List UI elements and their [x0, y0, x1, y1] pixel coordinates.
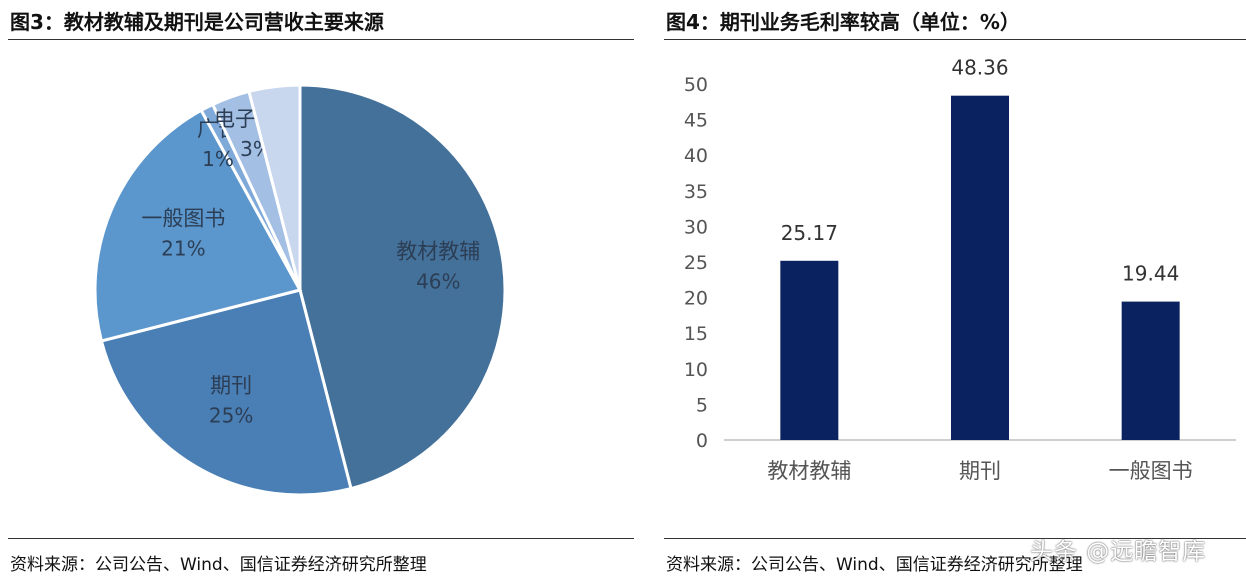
bar-value-label-3: 19.44 — [1122, 262, 1179, 286]
y-tick-label-6: 30 — [684, 216, 708, 238]
pie-slice-percent-2: 25% — [209, 403, 253, 427]
pie-slice-2 — [99, 288, 353, 497]
y-tick-label-10: 50 — [684, 74, 708, 96]
pie-slice-percent-3: 21% — [161, 237, 205, 261]
pie-slice-percent-1: 46% — [416, 270, 460, 294]
pie-slice-percent-4: 1% — [202, 147, 234, 171]
y-tick-label-7: 35 — [684, 181, 708, 203]
y-tick-label-4: 20 — [684, 288, 708, 310]
pie-slice-1 — [298, 83, 507, 491]
pie-figure-title: 图3：教材教辅及期刊是公司营收主要来源 — [10, 10, 384, 34]
pie-slice-3 — [93, 108, 303, 343]
left-figure-panel: 图3：教材教辅及期刊是公司营收主要来源 教材教辅 46% 期刊 25% 一般图书 21% 广… — [8, 0, 634, 582]
pie-slice-name-3: 一般图书 — [141, 207, 225, 231]
y-tick-label-9: 45 — [684, 110, 708, 132]
bar-1 — [780, 260, 839, 440]
pie-slice-name-1: 教材教辅 — [396, 240, 480, 264]
pie-source-note: 资料来源：公司公告、Wind、国信证券经济研究所整理 — [10, 555, 427, 575]
pie-slice-6 — [247, 83, 302, 291]
x-category-label-3: 一般图书 — [1109, 459, 1193, 483]
pie-slice-name-2: 期刊 — [210, 373, 252, 397]
bar-figure-title: 图4：期刊业务毛利率较高（单位：%） — [666, 10, 1020, 34]
pie-source-rule — [8, 538, 634, 539]
y-tick-label-2: 10 — [684, 359, 708, 381]
bar-source-rule — [664, 538, 1246, 539]
bar-value-label-2: 48.36 — [951, 56, 1008, 80]
bar-title-rule — [664, 39, 1246, 40]
right-figure-panel: 图4：期刊业务毛利率较高（单位：%） 0 5 10 15 20 25 30 35 40 45 50 2… — [664, 0, 1246, 582]
bar-source-note: 资料来源：公司公告、Wind、国信证券经济研究所整理 — [666, 555, 1083, 575]
y-tick-label-8: 40 — [684, 145, 708, 167]
bar-chart: 0 5 10 15 20 25 30 35 40 45 50 25.17 教材教辅 48.36 期刊 19.4… — [684, 56, 1236, 483]
bar-value-label-1: 25.17 — [781, 221, 838, 245]
bar-2 — [951, 95, 1009, 440]
y-tick-label-3: 15 — [684, 323, 708, 345]
watermark-text: 头条 @远瞻智库 — [1030, 539, 1207, 565]
y-tick-label-5: 25 — [684, 252, 708, 274]
x-category-label-2: 期刊 — [959, 459, 1001, 483]
pie-title-rule — [8, 39, 634, 40]
x-category-label-1: 教材教辅 — [767, 459, 851, 483]
y-tick-label-0: 0 — [696, 430, 708, 452]
y-tick-label-1: 5 — [696, 394, 708, 416]
bar-3 — [1121, 301, 1180, 440]
